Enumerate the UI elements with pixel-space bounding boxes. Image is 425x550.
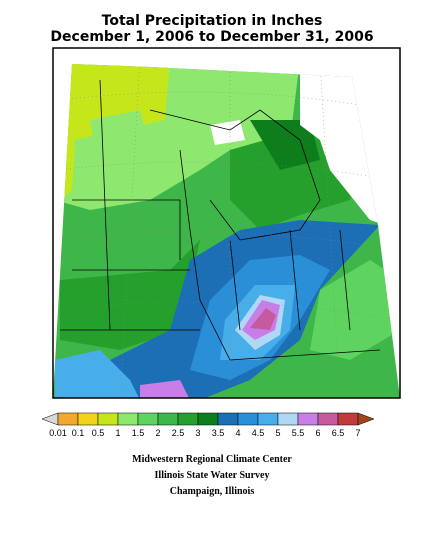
legend-label: 2.5 xyxy=(172,428,185,438)
credit-line: Illinois State Water Survey xyxy=(155,470,270,481)
legend-label: 3 xyxy=(195,428,200,438)
legend-low-arrow xyxy=(41,412,59,426)
legend-swatch xyxy=(297,412,319,426)
legend-swatch xyxy=(97,412,119,426)
legend-label: 1 xyxy=(115,428,120,438)
legend-high-arrow xyxy=(357,412,375,426)
legend-label: 1.5 xyxy=(132,428,145,438)
map-frame xyxy=(52,47,401,399)
legend-swatch xyxy=(137,412,159,426)
legend-swatch xyxy=(277,412,299,426)
legend-swatch xyxy=(77,412,99,426)
legend-swatch xyxy=(237,412,259,426)
legend-label: 4 xyxy=(235,428,240,438)
legend-label: 7 xyxy=(355,428,360,438)
legend-swatch xyxy=(197,412,219,426)
legend-label: 3.5 xyxy=(212,428,225,438)
legend-swatch xyxy=(337,412,359,426)
precip-map xyxy=(53,64,400,398)
legend-swatch xyxy=(57,412,79,426)
legend-label: 0.01 xyxy=(49,428,67,438)
legend-swatch xyxy=(257,412,279,426)
title: Total Precipitation in Inches xyxy=(102,13,323,29)
legend-label: 2 xyxy=(155,428,160,438)
legend-label: 6 xyxy=(315,428,320,438)
legend-swatch xyxy=(317,412,339,426)
legend-swatch xyxy=(157,412,179,426)
legend-swatch xyxy=(177,412,199,426)
legend-label: 5 xyxy=(275,428,280,438)
legend-label: 6.5 xyxy=(332,428,345,438)
subtitle: December 1, 2006 to December 31, 2006 xyxy=(50,29,373,45)
legend-label: 4.5 xyxy=(252,428,265,438)
credit-line: Midwestern Regional Climate Center xyxy=(132,454,292,465)
legend-swatch xyxy=(117,412,139,426)
legend-swatch xyxy=(217,412,239,426)
legend: 0.01 0.1 0.5 1 1.5 2 2.5 3 3.5 4 4.5 5 5.5 6 6.5 7 xyxy=(41,412,375,438)
legend-label: 5.5 xyxy=(292,428,305,438)
legend-label: 0.5 xyxy=(92,428,105,438)
credit-line: Champaign, Illinois xyxy=(170,486,255,497)
legend-label: 0.1 xyxy=(72,428,85,438)
